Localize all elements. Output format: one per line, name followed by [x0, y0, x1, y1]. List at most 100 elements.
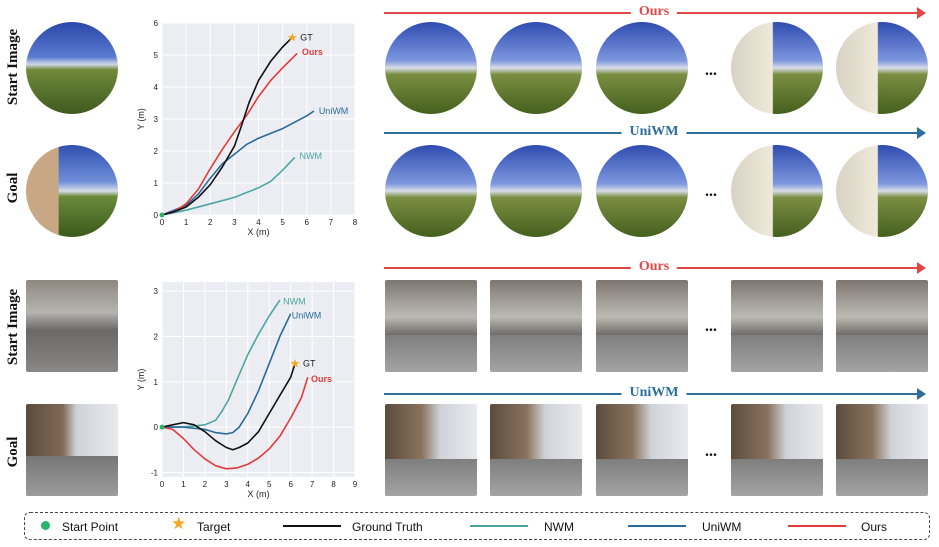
y-axis-label: Y (m) — [136, 108, 146, 130]
series-label-uniwm: UniWM — [292, 310, 322, 320]
row1-goal-label: Goal — [5, 172, 21, 204]
frame-r4-c1 — [385, 404, 477, 496]
ellipsis-3: ... — [705, 318, 717, 335]
x-tick-label: 3 — [232, 218, 237, 227]
row1-goal-image — [26, 145, 118, 237]
legend-box: Start Point ★ Target Ground Truth NWM Un… — [24, 512, 930, 540]
legend-uniwm: UniWM — [702, 520, 742, 534]
frame-r2-c3 — [596, 145, 688, 237]
ours-banner-1-text: Ours — [630, 4, 678, 20]
x-tick-label: 5 — [267, 480, 272, 489]
frame-r1-c2 — [490, 22, 582, 114]
x-tick-label: 8 — [331, 480, 336, 489]
frame-r3-c2 — [490, 280, 582, 372]
target-star-icon: ★ — [290, 357, 301, 371]
x-tick-label: 2 — [203, 480, 208, 489]
legend-start-point: Start Point — [62, 520, 119, 534]
ours-line-swatch — [788, 525, 846, 527]
frame-r2-c2 — [490, 145, 582, 237]
target-label: GT — [303, 359, 316, 369]
start-point-marker — [41, 521, 50, 530]
x-tick-label: 2 — [208, 218, 213, 227]
x-tick-label: 4 — [256, 218, 261, 227]
frame-r1-c4 — [731, 22, 823, 114]
series-line-ours — [161, 376, 309, 470]
series-label-nwm: NWM — [283, 297, 306, 307]
y-tick-label: -1 — [151, 468, 159, 477]
ellipsis-1: ... — [705, 62, 717, 79]
row1-start-label: Start Image — [5, 28, 21, 106]
frame-r3-c4 — [731, 280, 823, 372]
frame-r3-c3 — [596, 280, 688, 372]
frame-r1-c1 — [385, 22, 477, 114]
series-line-uniwm — [161, 110, 315, 216]
series-label-ours: Ours — [311, 374, 332, 384]
legend-target: Target — [197, 520, 231, 534]
x-tick-label: 6 — [288, 480, 293, 489]
x-tick-label: 6 — [305, 218, 310, 227]
series-line-nwm — [161, 156, 296, 216]
row2-goal-label: Goal — [5, 436, 21, 468]
target-star-icon: ★ — [287, 30, 298, 44]
y-tick-label: 0 — [154, 423, 159, 432]
x-tick-label: 4 — [246, 480, 251, 489]
trajectory-chart-1: 0 1 2 3 4 5 6 7 8 0 1 2 3 4 5 6 X (m) Y (m) ★ GT Ours UniWM NW… — [136, 19, 358, 237]
frame-r4-c5 — [836, 404, 928, 496]
y-tick-label: 6 — [154, 19, 159, 28]
x-tick-label: 1 — [184, 218, 189, 227]
y-tick-label: 0 — [154, 211, 159, 220]
y-tick-label: 3 — [154, 287, 159, 296]
series-label-ours: Ours — [302, 47, 323, 57]
gt-line-swatch — [283, 525, 341, 527]
target-star-icon: ★ — [171, 514, 187, 533]
frame-r2-c4 — [731, 145, 823, 237]
uniwm-line-swatch — [628, 525, 686, 527]
series-label-nwm: NWM — [300, 151, 323, 161]
y-tick-label: 2 — [154, 147, 159, 156]
frame-r3-c5 — [836, 280, 928, 372]
ours-banner-2-text: Ours — [630, 259, 678, 275]
frame-r3-c1 — [385, 280, 477, 372]
x-tick-label: 5 — [280, 218, 285, 227]
x-axis-label: X (m) — [248, 227, 270, 237]
x-tick-label: 8 — [353, 218, 358, 227]
legend-ours: Ours — [861, 520, 888, 534]
frame-r1-c5 — [836, 22, 928, 114]
x-tick-label: 1 — [181, 480, 186, 489]
uniwm-banner-1-text: UniWM — [621, 124, 687, 140]
row2-start-image — [26, 280, 118, 372]
y-axis-label: Y (m) — [136, 369, 146, 391]
frame-r1-c3 — [596, 22, 688, 114]
y-tick-label: 1 — [154, 179, 159, 188]
x-tick-label: 7 — [310, 480, 315, 489]
series-line-nwm — [162, 299, 281, 428]
row2-goal-image — [26, 404, 118, 496]
frame-r4-c4 — [731, 404, 823, 496]
series-label-uniwm: UniWM — [319, 106, 349, 116]
row2-start-label: Start Image — [5, 288, 21, 366]
uniwm-banner-2-text: UniWM — [621, 385, 687, 401]
legend-ground-truth: Ground Truth — [352, 520, 423, 534]
frame-r4-c2 — [490, 404, 582, 496]
frame-r2-c1 — [385, 145, 477, 237]
y-tick-label: 5 — [154, 51, 159, 60]
x-tick-label: 7 — [329, 218, 334, 227]
series-line-gt — [161, 36, 293, 216]
start-point-marker — [159, 212, 165, 218]
uniwm-banner-2: UniWM — [384, 385, 926, 401]
ours-banner-2: Ours — [384, 259, 926, 275]
ours-banner-1: Ours — [384, 4, 926, 20]
x-tick-label: 0 — [160, 480, 165, 489]
plot-area — [162, 282, 355, 477]
row1-start-image — [26, 22, 118, 114]
y-tick-label: 3 — [154, 115, 159, 124]
y-tick-label: 1 — [154, 378, 159, 387]
target-label: GT — [300, 32, 313, 42]
start-point-marker — [159, 424, 165, 430]
frame-r4-c3 — [596, 404, 688, 496]
uniwm-banner-1: UniWM — [384, 124, 926, 140]
frame-r2-c5 — [836, 145, 928, 237]
y-tick-label: 4 — [154, 83, 159, 92]
ellipsis-2: ... — [705, 183, 717, 200]
